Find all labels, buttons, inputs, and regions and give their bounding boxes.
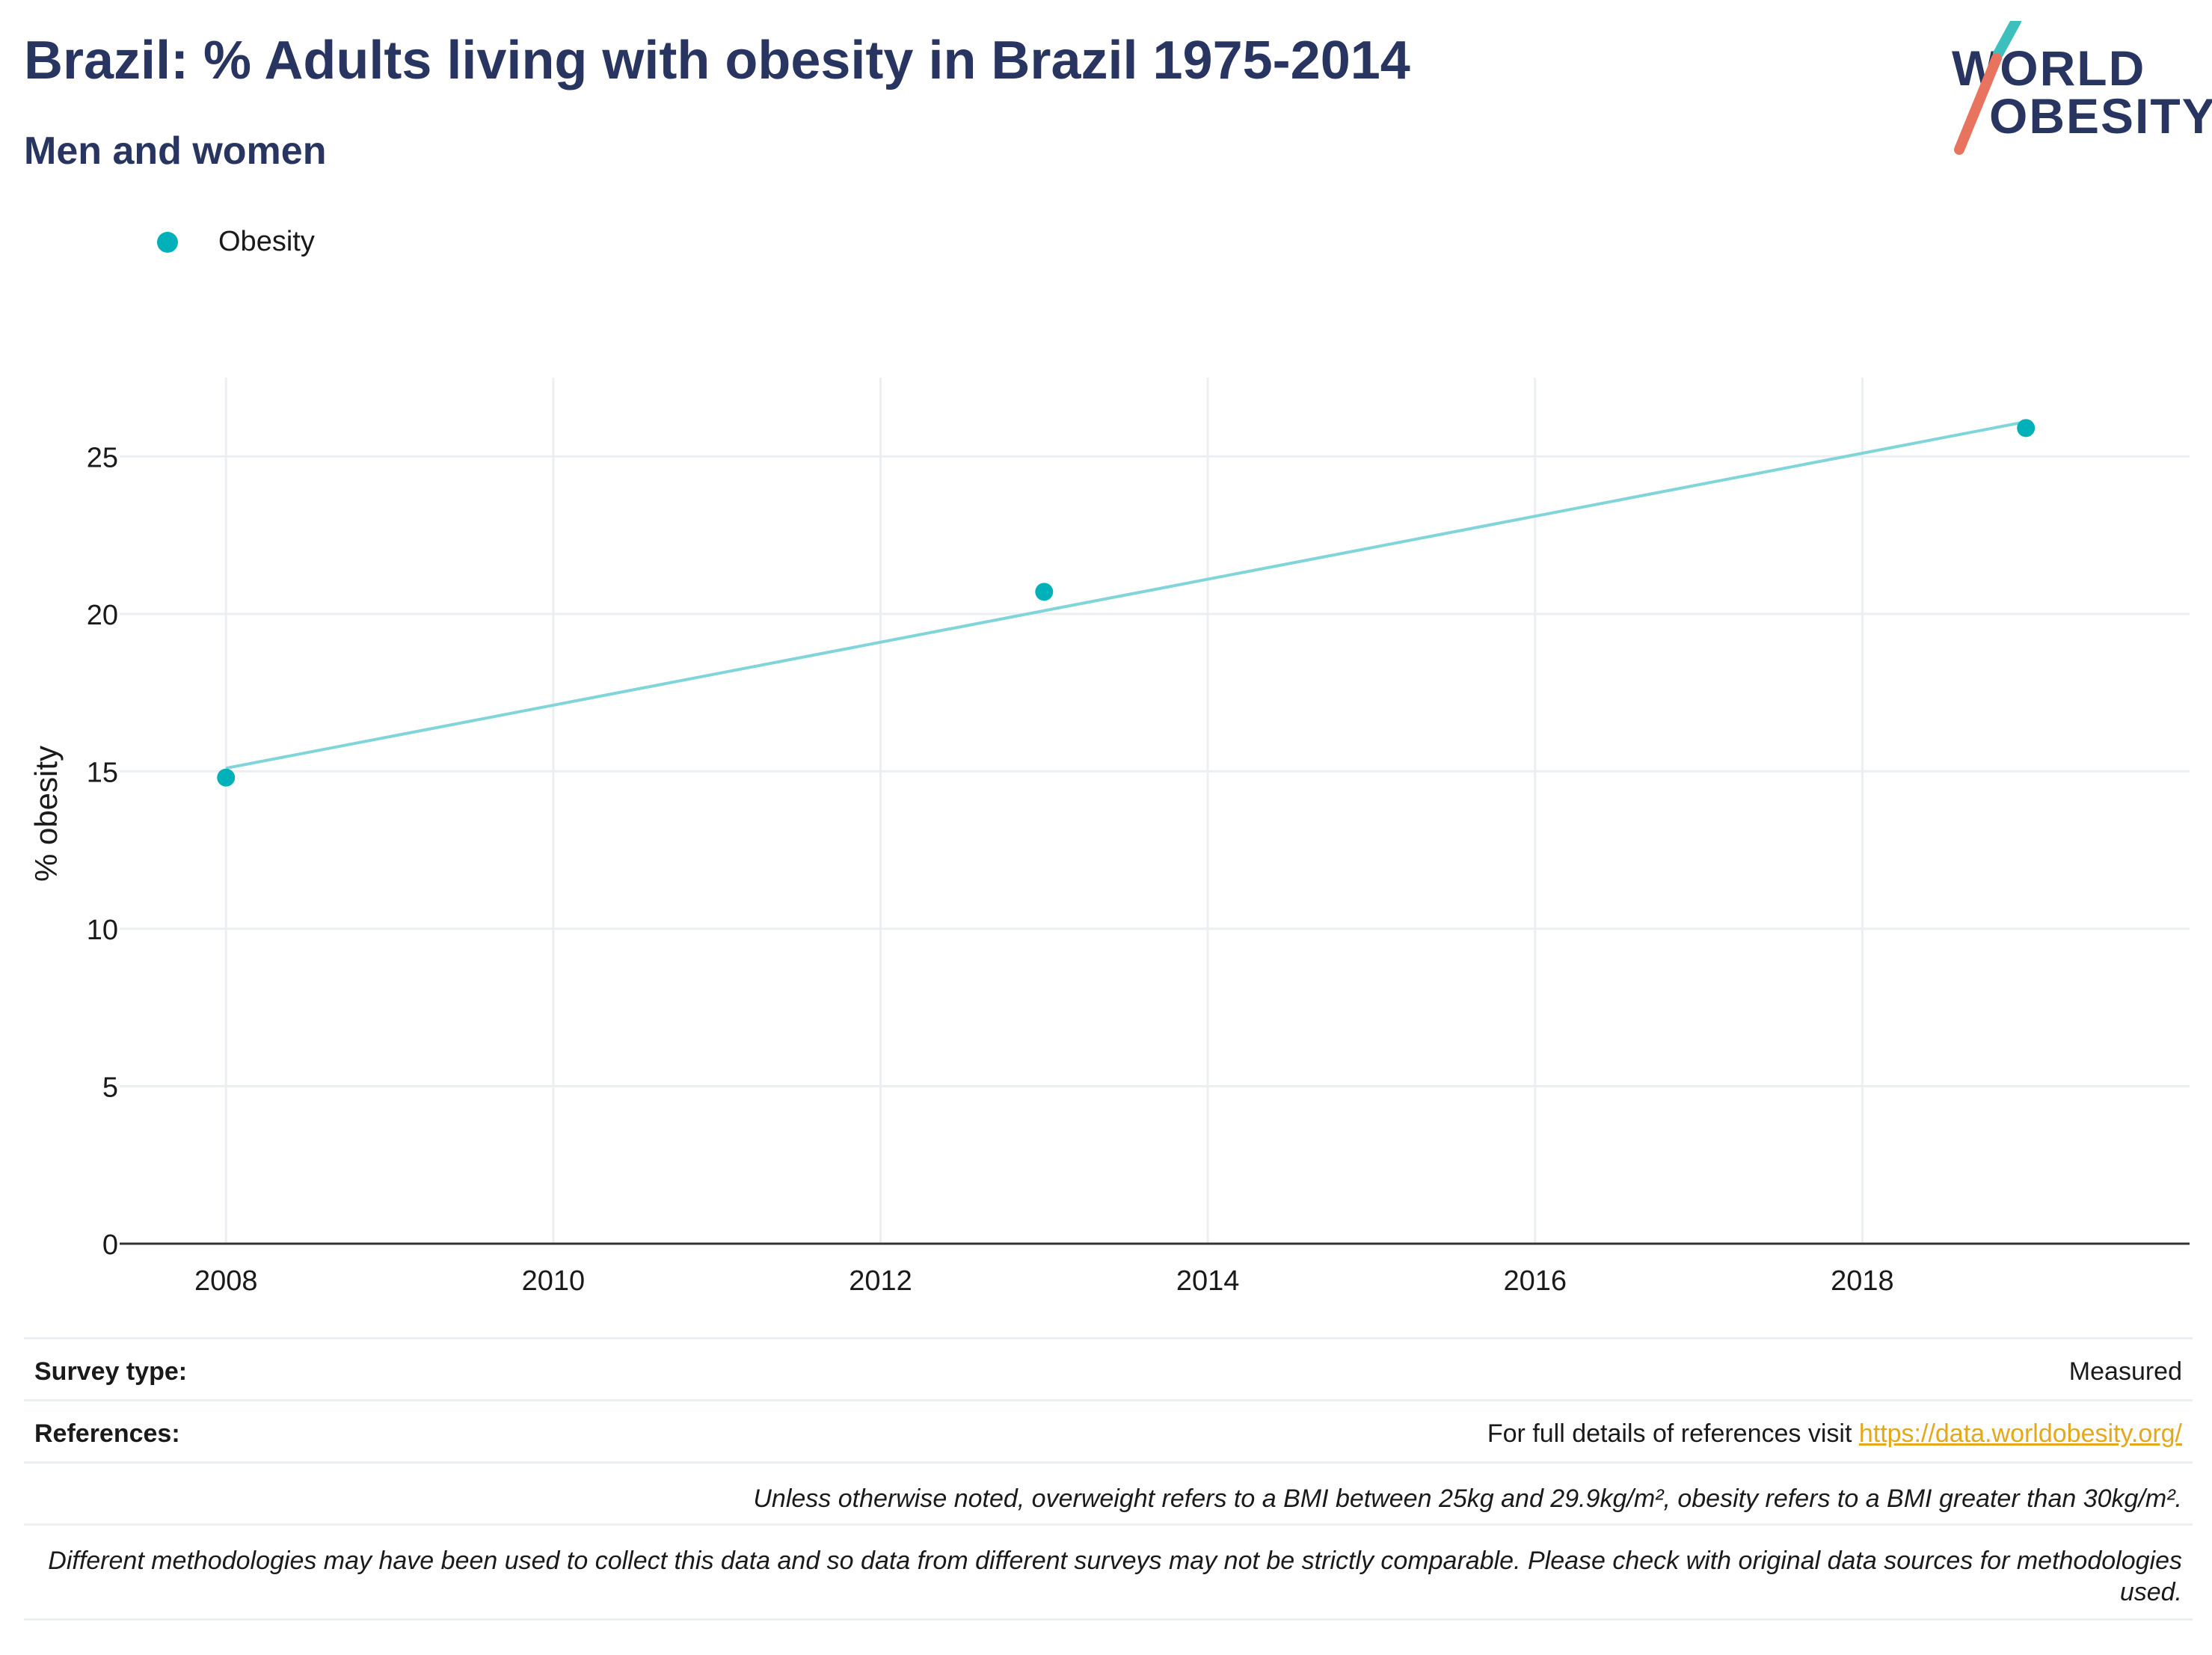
x-tick-label: 2010 <box>522 1265 586 1297</box>
x-tick-label: 2008 <box>194 1265 258 1297</box>
survey-type-value: Measured <box>2068 1357 2182 1386</box>
data-point <box>2017 419 2036 437</box>
references-label: References: <box>34 1419 180 1448</box>
y-tick-label: 25 <box>87 442 118 473</box>
logo-word-obesity: OBESITY <box>1989 88 2212 144</box>
bmi-note: Unless otherwise noted, overweight refer… <box>753 1484 2182 1513</box>
y-tick-label: 15 <box>87 757 118 788</box>
data-point <box>1035 583 1054 601</box>
x-tick-label: 2016 <box>1503 1265 1567 1297</box>
y-tick-label: 20 <box>87 600 118 631</box>
trendline <box>225 420 2027 770</box>
x-tick-label: 2018 <box>1831 1265 1894 1297</box>
survey-type-label: Survey type: <box>34 1357 188 1386</box>
logo-slash-icon <box>1954 21 2021 155</box>
x-tick-label: 2014 <box>1176 1265 1240 1297</box>
survey-type-row: Survey type: Measured <box>24 1337 2193 1399</box>
chart-subtitle: Men and women <box>24 129 327 173</box>
legend-marker <box>157 232 178 253</box>
references-link[interactable]: https://data.worldobesity.org/ <box>1858 1419 2182 1448</box>
y-tick-label: 10 <box>87 915 118 946</box>
y-axis-title: % obesity <box>28 745 64 882</box>
chart-title: Brazil: % Adults living with obesity in … <box>24 31 1410 90</box>
references-text: For full details of references visit <box>1487 1419 1859 1448</box>
x-tick-label: 2012 <box>849 1265 912 1297</box>
y-tick-label: 5 <box>102 1072 118 1103</box>
legend-label: Obesity <box>218 226 315 257</box>
methods-note-row: Different methodologies may have been us… <box>24 1523 2193 1621</box>
bmi-note-row: Unless otherwise noted, overweight refer… <box>24 1461 2193 1523</box>
footer-table: Survey type: Measured References: For fu… <box>24 1337 2193 1621</box>
chart-plot: 0 5 10 15 20 25 2008 2010 2012 2014 2016 2018 <box>87 378 2190 1297</box>
methods-note: Different methodologies may have been us… <box>48 1547 2182 1606</box>
y-tick-label: 0 <box>102 1229 118 1261</box>
references-row: References: For full details of referenc… <box>24 1399 2193 1461</box>
world-obesity-logo: WORLD OBESITY <box>1944 21 2212 156</box>
references-value: For full details of references visit htt… <box>1487 1419 2182 1449</box>
data-point <box>217 768 236 787</box>
